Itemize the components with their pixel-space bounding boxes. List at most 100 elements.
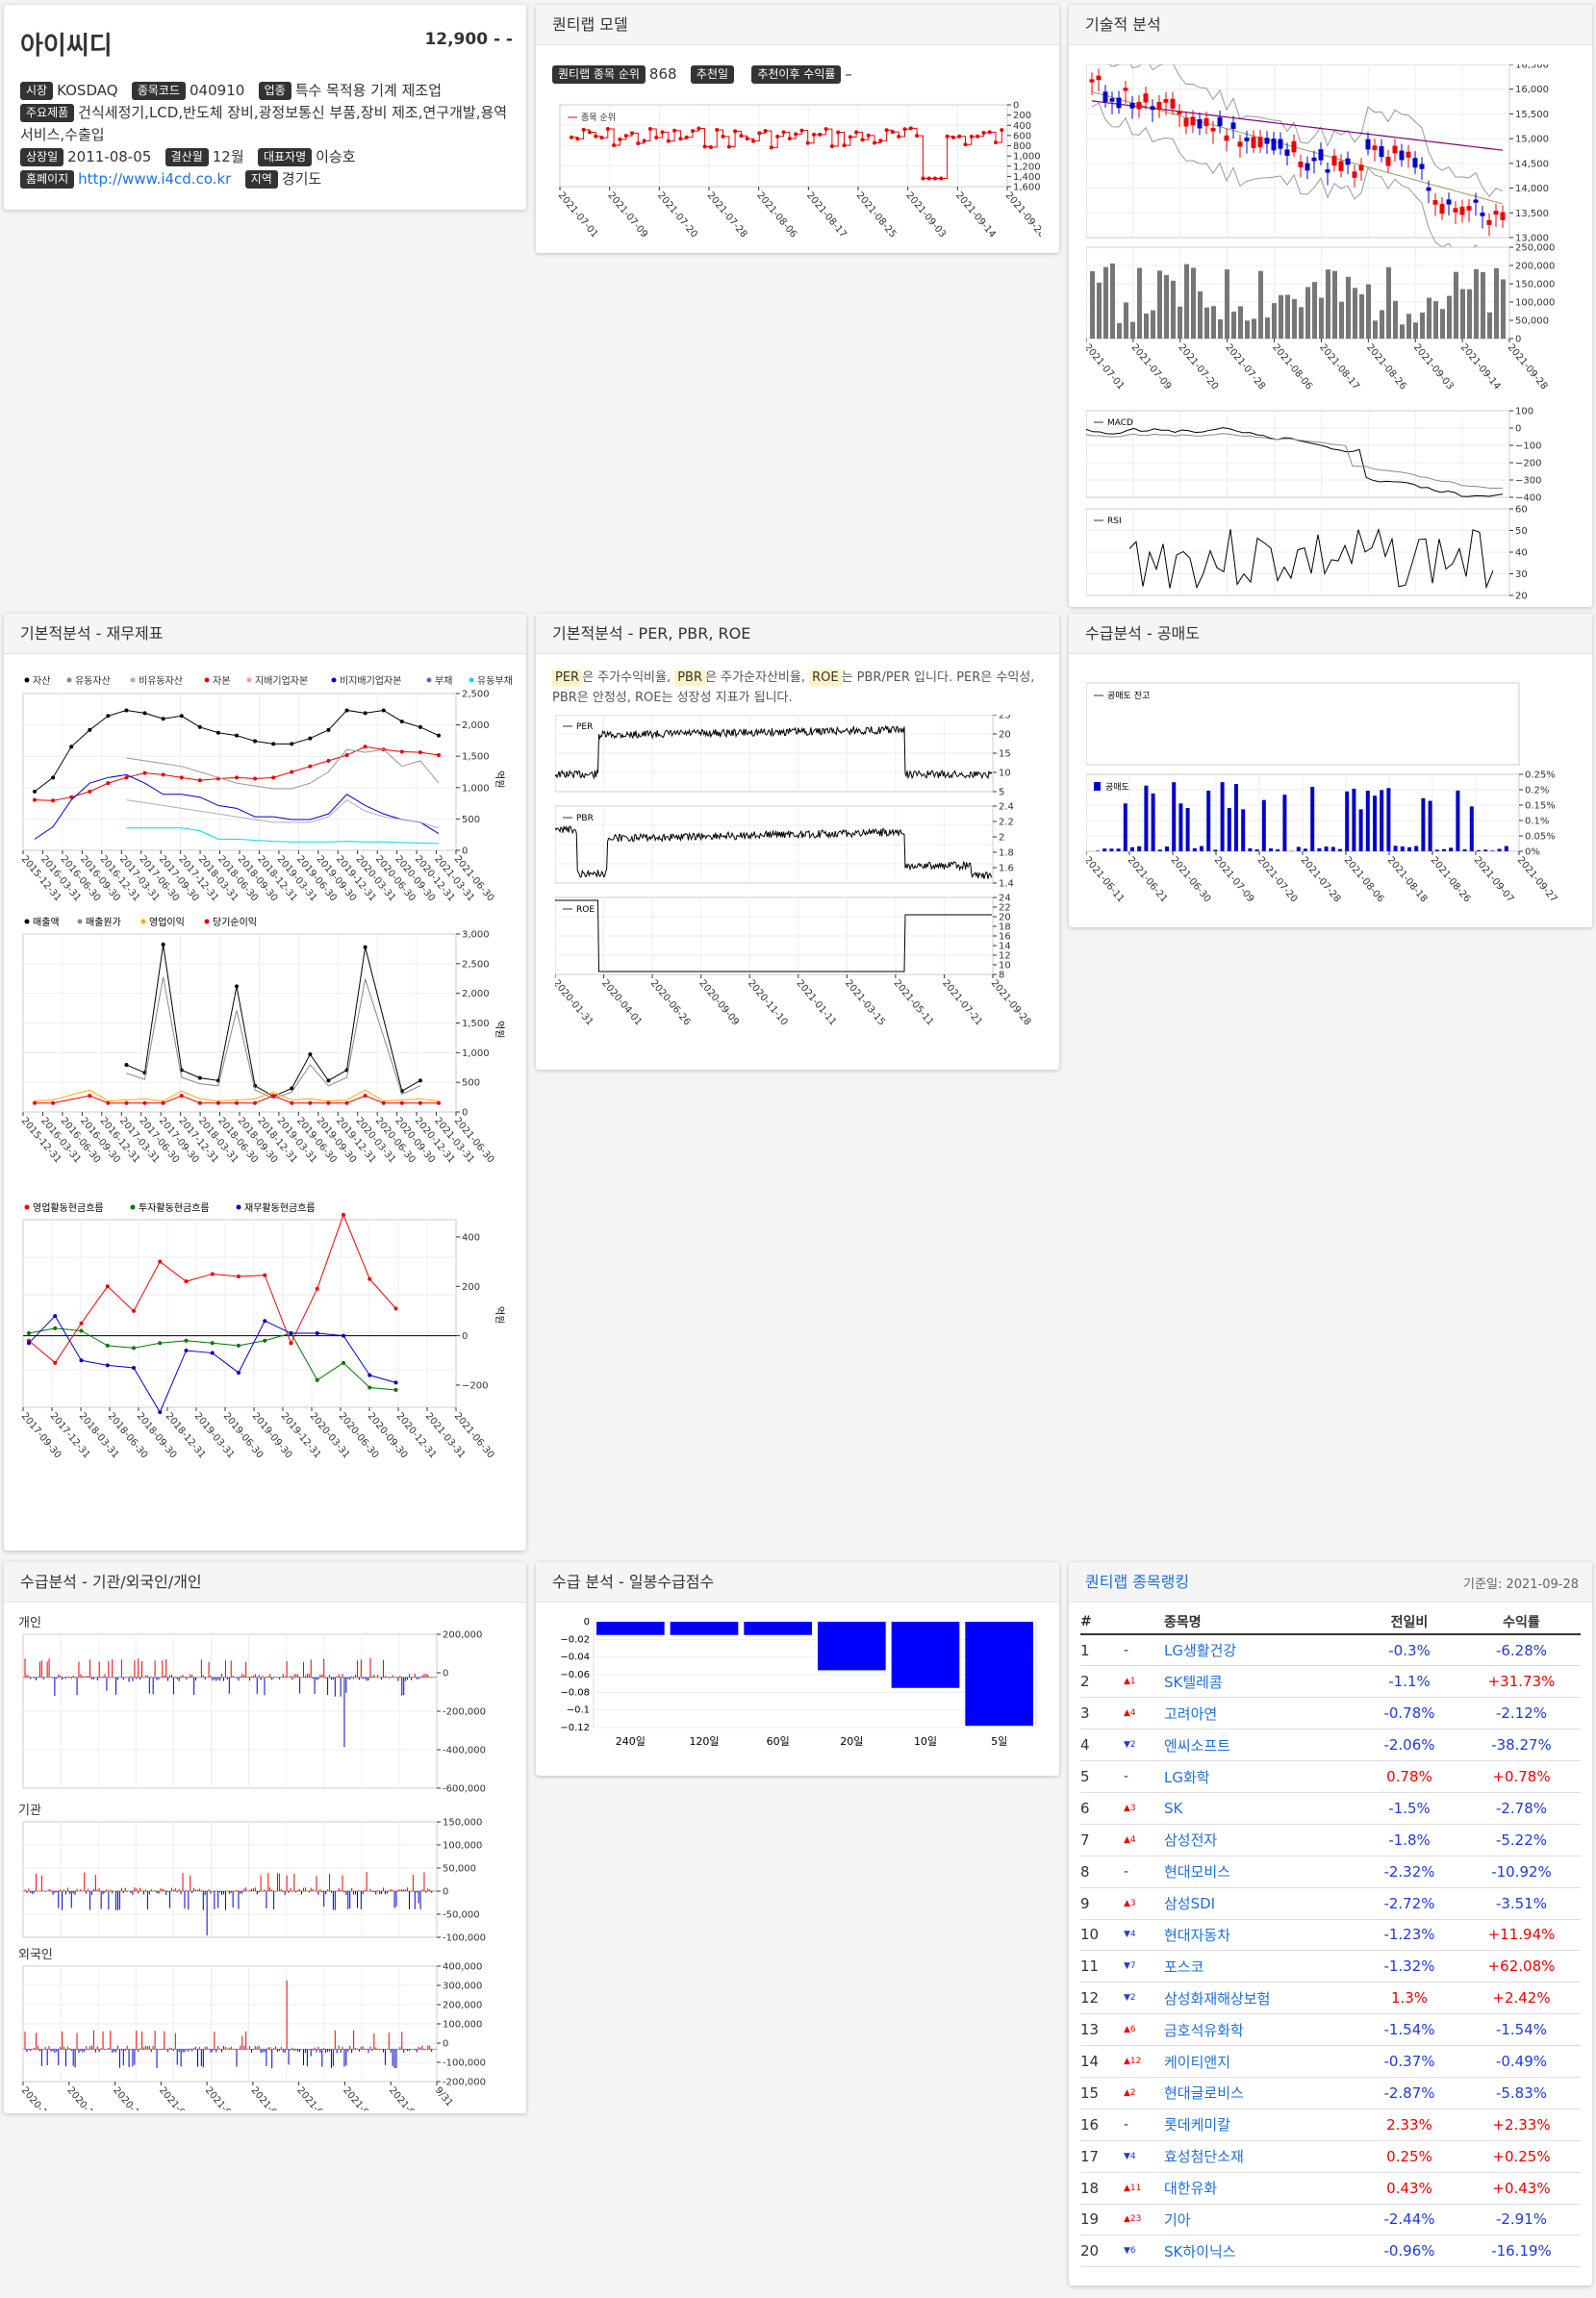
ranking-row[interactable]: 1- LG생활건강 -0.3% -6.28% [1080,1634,1581,1667]
stock-name[interactable]: 케이티앤지 [1164,2045,1356,2078]
cogs-line [126,976,421,1099]
rank-point [763,128,768,133]
equity-point [235,775,239,780]
rank-change: ▼6 [1124,2235,1164,2268]
per-label: PER [576,722,593,732]
legend-label: 비유동자산 [139,675,183,687]
ranking-row[interactable]: 5- LG화학 0.78% +0.78% [1080,1760,1581,1793]
rank-change: ▼7 [1124,1950,1164,1983]
ranking-row[interactable]: 4 ▼2 엔씨소프트 -2.06% -38.27% [1080,1729,1581,1762]
return-value: +31.73% [1462,1665,1581,1699]
return-value: +0.43% [1462,2172,1581,2205]
y-tick-label: 10 [999,961,1011,972]
stock-name[interactable]: 삼성전자 [1164,1824,1356,1856]
short-bar [1469,806,1474,851]
ranking-row[interactable]: 18 ▲11 대한유화 0.43% +0.43% [1080,2172,1581,2205]
y-tick-label: 0 [443,1669,448,1679]
stock-name[interactable]: LG화학 [1164,1760,1356,1793]
ranking-row[interactable]: 7 ▲4 삼성전자 -1.8% -5.22% [1080,1824,1581,1856]
volume-bar [1474,268,1479,339]
ranking-row[interactable]: 14 ▲12 케이티앤지 -0.37% -0.49% [1080,2045,1581,2078]
volume-bar [1299,307,1304,339]
ranking-row[interactable]: 8- 현대모비스 -2.32% -10.92% [1080,1856,1581,1888]
asset-point [437,733,441,738]
ranking-row[interactable]: 15 ▲2 현대글로비스 -2.87% -5.83% [1080,2077,1581,2109]
card-title: 수급분석 - 기관/외국인/개인 [4,1562,526,1603]
volume-bar [1487,312,1492,339]
ranking-row[interactable]: 2 ▲1 SK텔레콤 -1.1% +31.73% [1080,1665,1581,1699]
candle [1116,97,1122,109]
ranking-row[interactable]: 9 ▲3 삼성SDI -2.72% -3.51% [1080,1887,1581,1920]
asset-point [235,733,239,738]
y-tick-label: 0% [1525,847,1540,858]
stock-name[interactable]: 대한유화 [1164,2172,1356,2205]
ranking-row[interactable]: 3 ▲4 고려아연 -0.78% -2.12% [1080,1697,1581,1730]
rank-point [612,143,617,148]
ranking-row[interactable]: 16- 롯데케미칼 2.33% +2.33% [1080,2109,1581,2141]
rank-point [684,135,689,139]
x-tick-label: 2021-08-25 [854,190,899,240]
card-title: 수급 분석 - 일봉수급점수 [536,1562,1059,1603]
x-tick-label: 120일 [689,1734,719,1748]
operating-cf-point [315,1286,319,1291]
ranking-row[interactable]: 17 ▼4 효성첨단소재 0.25% +0.25% [1080,2140,1581,2173]
volume-bar [1359,293,1364,339]
y-tick-label: −400 [1515,493,1541,504]
ranking-row[interactable]: 11 ▼7 포스코 -1.32% +62.08% [1080,1950,1581,1983]
stock-name[interactable]: 현대모비스 [1164,1856,1356,1888]
homepage-link[interactable]: http://www.i4cd.co.kr [78,170,232,188]
net-income-point [381,1100,386,1105]
ranking-row[interactable]: 10 ▼4 현대자동차 -1.23% +11.94% [1080,1919,1581,1952]
ranking-row[interactable]: 13 ▲6 금호석유화학 -1.54% -1.54% [1080,2013,1581,2047]
x-tick-label: 2021-09-27 [1515,855,1559,905]
legend-label: 투자활동현금흐름 [139,1201,210,1214]
stock-name[interactable]: 현대자동차 [1164,1919,1356,1952]
equity-point [106,781,111,786]
ranking-row[interactable]: 6 ▲3 SK -1.5% -2.78% [1080,1792,1581,1825]
stock-name[interactable]: 삼성화재해상보험 [1164,1982,1356,2015]
candle [1264,138,1270,144]
day-change: -2.32% [1356,1856,1462,1888]
bollinger-lower [1091,102,1504,266]
day-change: -2.72% [1356,1887,1462,1920]
rank-point [594,134,598,139]
volume-bar [1144,313,1149,339]
asset-point [418,724,422,729]
stock-name[interactable]: LG생활건강 [1164,1634,1356,1667]
legend-marker [331,677,337,683]
ranking-row[interactable]: 19 ▲23 기아 -2.44% -2.91% [1080,2204,1581,2236]
y-tick-label: 100,000 [443,1841,482,1852]
stock-name[interactable]: 엔씨소프트 [1164,1729,1356,1762]
rank-point [823,127,828,132]
day-change: -0.78% [1356,1697,1462,1730]
stock-name[interactable]: SK [1164,1792,1356,1825]
stock-name[interactable]: 기아 [1164,2204,1356,2236]
day-change: -0.3% [1356,1634,1462,1667]
stock-name[interactable]: 금호석유화학 [1164,2013,1356,2047]
stock-name[interactable]: 효성첨단소재 [1164,2140,1356,2173]
pbr-term: PBR [674,669,706,686]
stock-name[interactable]: 삼성SDI [1164,1887,1356,1920]
y-tick-label: 40 [1515,548,1528,559]
asset-point [344,708,349,713]
rank-point [963,142,968,147]
x-tick-label: 2021-07-01 [1086,342,1126,392]
col-rank: # [1080,1609,1124,1635]
rank-number: 9 [1080,1887,1124,1920]
ranking-row[interactable]: 12 ▼2 삼성화재해상보험 1.3% +2.42% [1080,1982,1581,2015]
financing-cf-point [342,1333,345,1338]
stock-name[interactable]: 롯데케미칼 [1164,2109,1356,2141]
ranking-row[interactable]: 20 ▼6 SK하이닉스 -0.96% -16.19% [1080,2235,1581,2268]
stock-name[interactable]: SK텔레콤 [1164,1665,1356,1699]
industry-badge: 업종 [258,82,291,100]
y-tick-label: 14,500 [1515,159,1549,169]
stock-name[interactable]: 현대글로비스 [1164,2077,1356,2109]
stock-name[interactable]: SK하이닉스 [1164,2235,1356,2268]
col-name: 종목명 [1164,1609,1356,1635]
stock-name[interactable]: 고려아연 [1164,1697,1356,1730]
stock-name[interactable]: 포스코 [1164,1950,1356,1983]
operating-cf-point [342,1212,345,1217]
candle [1318,149,1324,161]
homepage-badge: 홈페이지 [20,170,75,189]
y-tick-label: -600,000 [443,1784,486,1795]
